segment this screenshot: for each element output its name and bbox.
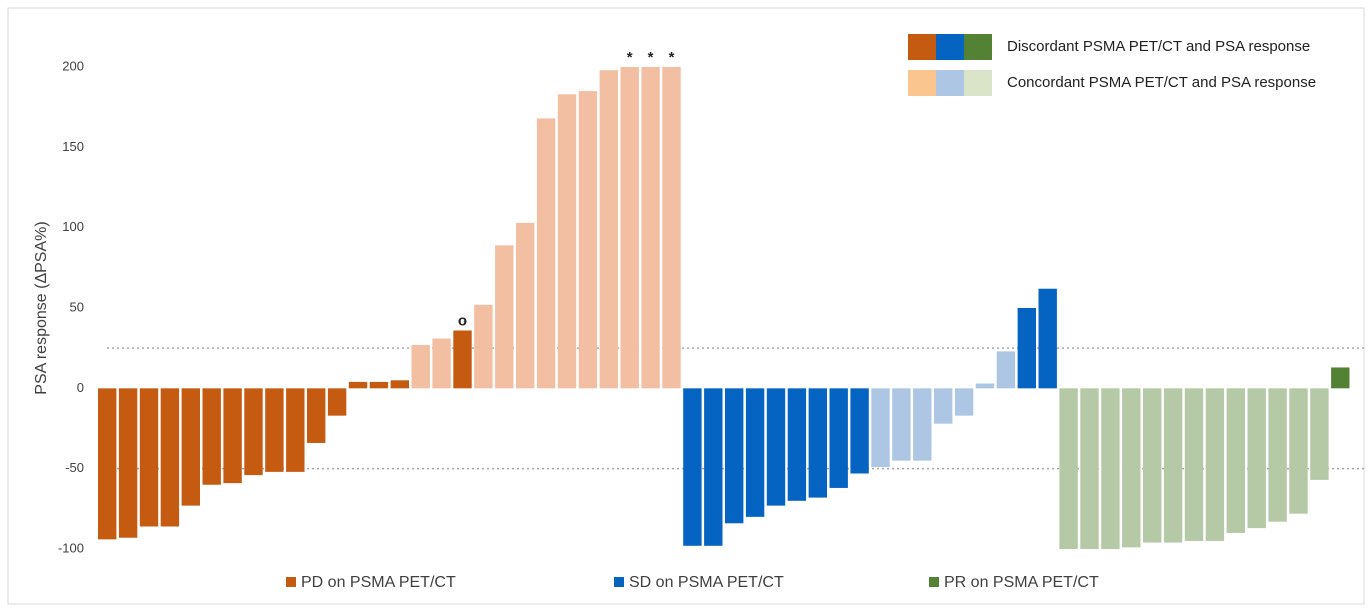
bar [1310,388,1329,480]
bar [1247,388,1266,529]
bar [474,304,493,389]
bar [808,388,827,498]
legend-swatch [936,70,964,96]
bar [307,388,326,443]
bar [766,388,786,506]
bar [390,380,409,389]
bar [1017,308,1036,389]
legend-swatch [964,70,992,96]
y-tick-label: 50 [70,299,84,314]
bar [745,388,765,517]
bar [160,388,180,527]
legend-label: Discordant PSMA PET/CT and PSA response [1007,38,1310,55]
y-tick-label: -50 [65,460,84,475]
y-tick-label: 100 [62,219,84,234]
bar [934,388,953,424]
bar [704,388,723,546]
legend-swatch [929,577,939,587]
bar [181,388,200,506]
bar [1205,388,1225,541]
bar [244,388,263,476]
legend-swatch [286,577,296,587]
bar [892,388,911,461]
bar-annotation: * [669,49,675,66]
bar [975,383,995,389]
bar [536,118,556,389]
bar [1289,388,1308,514]
bar [495,245,514,389]
bar [1101,388,1120,549]
y-axis-title: PSA response (ΔPSA%) [33,221,50,394]
bar [620,67,639,389]
y-tick-label: 200 [62,58,84,73]
legend-swatch [936,34,964,60]
bar [432,338,451,389]
legend-swatch [964,34,992,60]
bar [139,388,159,527]
bar [516,222,535,389]
bar [996,351,1016,389]
legend-label: PD on PSMA PET/CT [301,574,456,591]
bar [202,388,221,485]
bar [954,388,974,416]
bar [348,381,368,389]
bar [1184,388,1204,541]
bar [662,67,681,389]
bar [1163,388,1183,543]
bar [1268,388,1287,522]
bar [578,91,598,389]
bar [557,94,577,389]
y-tick-label: 0 [77,380,84,395]
y-tick-label: -100 [58,540,84,555]
bar [683,388,702,546]
bar [1080,388,1099,549]
legend-label: SD on PSMA PET/CT [629,574,784,591]
bar [1038,288,1057,389]
bar [1122,388,1141,548]
bar [1226,388,1245,533]
bar-annotation: * [627,49,633,66]
bar [850,388,869,474]
bar [829,388,848,488]
legend-swatch [614,577,624,587]
bar [98,388,117,540]
bar [913,388,932,461]
bar [725,388,744,524]
y-tick-label: 150 [62,139,84,154]
bar [1059,388,1078,549]
bar [286,388,305,472]
bar [265,388,284,472]
bar [118,388,138,538]
legend-swatch [908,70,936,96]
bar-annotation: * [648,49,654,66]
legend-label: PR on PSMA PET/CT [944,574,1099,591]
bar-annotation: o [458,312,467,329]
bar [453,330,472,389]
bar [369,381,389,389]
bar [871,388,890,468]
bar [641,67,660,389]
bar [599,70,618,389]
legend-swatch [908,34,936,60]
bar [223,388,242,484]
bar [1331,367,1350,389]
bar [787,388,807,501]
bar [327,388,347,416]
bar [1143,388,1162,543]
legend-label: Concordant PSMA PET/CT and PSA response [1007,74,1316,91]
bar [411,344,430,389]
